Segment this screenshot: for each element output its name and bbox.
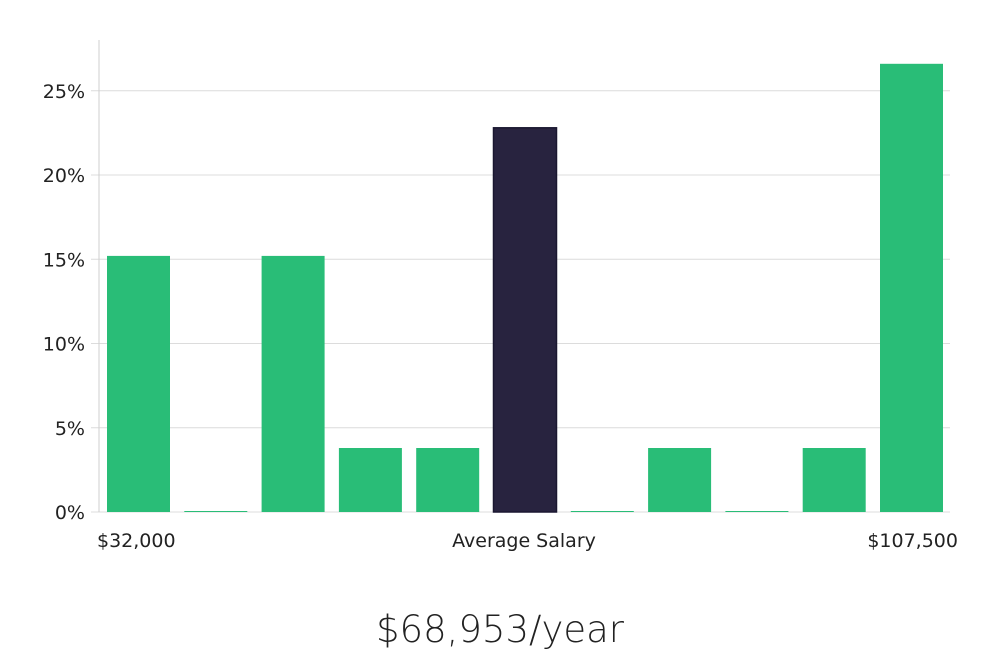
bars-layer: [107, 63, 943, 513]
bar: [107, 255, 170, 512]
bar: [338, 448, 402, 512]
y-tick-label: 25%: [43, 81, 85, 103]
bar: [725, 511, 789, 512]
y-tick-label: 5%: [55, 418, 85, 440]
bar: [184, 511, 248, 512]
average-salary-value: $68,953/year: [375, 608, 624, 651]
y-tick-label: 15%: [43, 249, 85, 271]
y-tick-label: 0%: [55, 502, 85, 524]
y-axis-ticks: 0% 5% 10% 15% 20% 25%: [43, 81, 85, 524]
salary-histogram-chart: 0%5%10%15%20%25% $32,000 Average Salary …: [43, 40, 958, 552]
bar: [261, 255, 325, 512]
bar: [570, 511, 634, 512]
bar: [802, 448, 866, 512]
bar-average-highlight: [492, 127, 558, 513]
bar: [416, 448, 480, 512]
y-tick-label: 20%: [43, 165, 85, 187]
y-tick-label: 10%: [43, 334, 85, 356]
bar: [648, 448, 712, 512]
x-min-label: $32,000: [97, 530, 176, 552]
x-max-label: $107,500: [867, 530, 958, 552]
x-axis-title: Average Salary: [452, 530, 596, 552]
bar: [880, 63, 943, 513]
